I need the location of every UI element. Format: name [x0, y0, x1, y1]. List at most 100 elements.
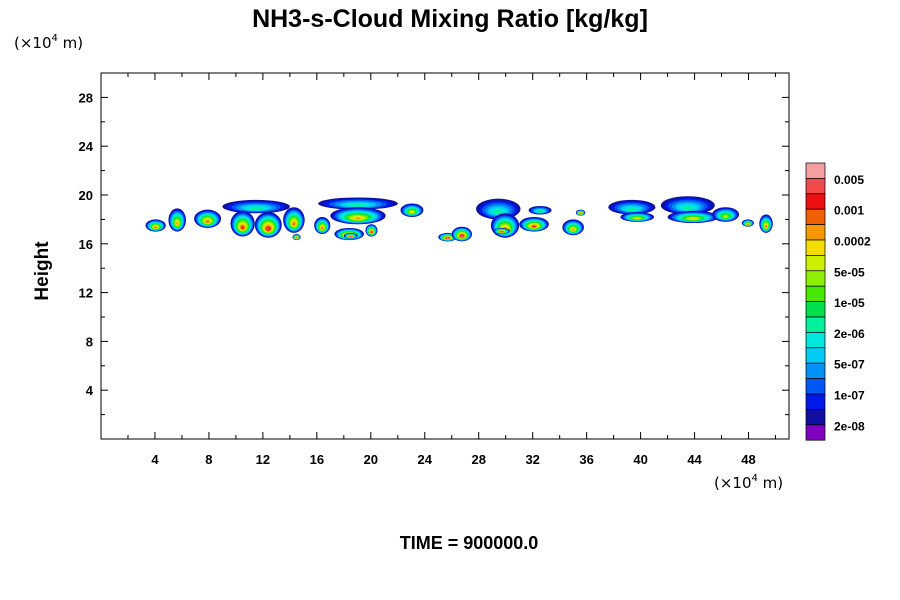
cloud-blob: [759, 214, 773, 233]
x-tick-label: 40: [633, 452, 647, 467]
y-tick-label: 20: [79, 188, 93, 203]
cloud-contour: [176, 222, 179, 225]
cloud-blob: [562, 219, 584, 236]
cloud-contour: [154, 226, 157, 229]
cloud-contour: [579, 213, 582, 215]
cloud-blob: [222, 199, 290, 214]
colorbar-label: 2e-08: [834, 419, 865, 433]
x-tick-label: 16: [310, 452, 324, 467]
cloud-blob: [712, 207, 740, 222]
colorbar-swatch: [805, 285, 826, 302]
y-tick-label: 28: [79, 90, 93, 105]
cloud-blob: [343, 232, 358, 239]
colorbar-swatch: [805, 270, 826, 287]
cloud-blob: [490, 213, 520, 238]
cloud-contour: [249, 207, 263, 210]
cloud-contour: [241, 226, 244, 229]
x-tick-label: 20: [364, 452, 378, 467]
cloud-contour: [206, 220, 209, 223]
cloud-contour: [321, 227, 324, 230]
y-tick-label: 16: [79, 237, 93, 252]
cloud-contour: [747, 223, 749, 225]
cloud-blob: [283, 207, 305, 233]
cloud-contour: [350, 204, 366, 207]
y-axis-unit: (×104 m): [14, 33, 83, 52]
colorbar-label: 0.001: [834, 204, 864, 218]
x-tick-label: 32: [525, 452, 539, 467]
x-axis-unit: (×104 m): [714, 473, 783, 492]
cloud-blob: [230, 210, 255, 237]
colorbar-swatch: [805, 409, 826, 426]
y-tick-label: 24: [79, 139, 94, 154]
y-tick-label: 8: [86, 334, 93, 349]
cloud-contour: [349, 236, 352, 238]
cloud-contour: [532, 225, 536, 228]
cloud-contour: [295, 237, 298, 239]
cloud-blob: [620, 212, 655, 222]
cloud-contour: [500, 231, 503, 233]
cloud-blob: [493, 227, 510, 235]
colorbar-swatch: [805, 332, 826, 349]
cloud-blob: [254, 212, 282, 238]
y-axis-ticks: 4 8 12 16 20 24 28: [79, 72, 789, 416]
colorbar-swatch: [805, 255, 826, 272]
cloud-blob: [451, 226, 472, 242]
cloud-blob: [292, 234, 301, 241]
cloud-blob: [660, 196, 715, 215]
cloud-contour: [267, 227, 270, 231]
x-tick-label: 24: [418, 452, 433, 467]
y-tick-label: 12: [79, 286, 93, 301]
cloud-contour: [682, 206, 693, 210]
cloud-blob: [741, 219, 754, 227]
x-tick-label: 36: [579, 452, 593, 467]
cloud-contour: [292, 222, 295, 226]
cloud-contour: [635, 217, 640, 220]
y-axis-label: Height: [32, 241, 53, 301]
cloud-contour: [765, 225, 767, 228]
colorbar-swatch: [805, 239, 826, 256]
cloud-field: [145, 196, 773, 242]
cloud-blob: [519, 216, 549, 232]
x-tick-label: 44: [687, 452, 702, 467]
colorbar-swatch: [805, 224, 826, 241]
cloud-contour: [370, 231, 373, 233]
colorbar-label: 1e-05: [834, 296, 865, 310]
colorbar-swatch: [805, 193, 826, 210]
colorbar-label: 2e-06: [834, 327, 865, 341]
cloud-contour: [723, 215, 728, 218]
cloud-blob: [314, 216, 331, 235]
colorbar-swatch: [805, 208, 826, 225]
cloud-contour: [572, 228, 575, 231]
cloud-blob: [575, 209, 586, 216]
cloud-blob: [330, 207, 386, 225]
cloud-contour: [538, 210, 543, 213]
colorbar-label: 5e-05: [834, 265, 865, 279]
cloud-blob: [608, 199, 656, 215]
y-tick-label: 4: [86, 383, 94, 398]
colorbar-swatch: [805, 347, 826, 364]
colorbar: 0.005 0.001 0.0002 5e-05 1e-05 2e-06 5e-07 1e-0…: [805, 162, 871, 441]
cloud-blob: [476, 198, 521, 220]
cloud-contour: [461, 235, 463, 237]
x-tick-label: 12: [256, 452, 270, 467]
colorbar-swatch: [805, 424, 826, 441]
colorbar-swatch: [805, 393, 826, 410]
cloud-blob: [194, 209, 222, 228]
chart-title: NH3-s-Cloud Mixing Ratio [kg/kg]: [252, 5, 648, 33]
cloud-contour: [494, 210, 503, 214]
colorbar-swatch: [805, 301, 826, 318]
cloud-blob: [528, 205, 552, 215]
colorbar-swatch: [805, 162, 826, 179]
cloud-contour: [690, 218, 697, 220]
cloud-contour: [446, 237, 449, 240]
cloud-contour: [355, 217, 361, 220]
cloud-blob: [145, 219, 166, 232]
cloud-blob: [365, 224, 378, 237]
cloud-contour: [627, 207, 637, 211]
colorbar-swatch: [805, 178, 826, 195]
x-tick-label: 28: [471, 452, 485, 467]
x-tick-label: 48: [741, 452, 755, 467]
colorbar-label: 1e-07: [834, 389, 865, 403]
cloud-blob: [400, 203, 424, 217]
